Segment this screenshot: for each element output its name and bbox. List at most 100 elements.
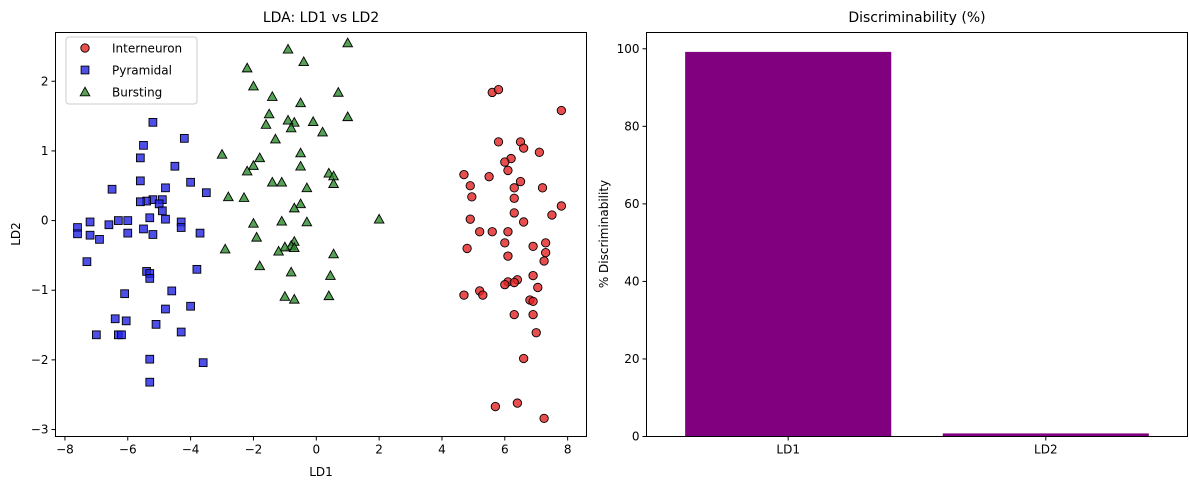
bar-x-ticks: LD1 LD2 bbox=[776, 436, 1058, 457]
bursting-point bbox=[238, 191, 250, 202]
bursting-point bbox=[269, 133, 282, 144]
pyramidal-point bbox=[186, 177, 195, 187]
bursting-point bbox=[282, 114, 294, 125]
pyramidal-point bbox=[198, 358, 208, 368]
pyramidal-point bbox=[120, 289, 129, 299]
series-pyramidal bbox=[73, 118, 211, 387]
bursting-point bbox=[279, 241, 291, 252]
pyramidal-point bbox=[95, 235, 104, 244]
interneuron-point bbox=[500, 238, 510, 248]
x-tick-label: 4 bbox=[438, 443, 446, 457]
scatter-panel: LDA: LD1 vs LD2 −8 −6 −4 −2 0 2 4 6 8 −3−2−1012 … bbox=[9, 10, 587, 479]
bursting-point bbox=[219, 243, 231, 254]
bursting-point bbox=[216, 148, 228, 159]
pyramidal-point bbox=[145, 354, 155, 364]
bursting-point bbox=[276, 215, 288, 226]
bursting-point bbox=[342, 37, 354, 48]
interneuron-point bbox=[503, 251, 513, 261]
interneuron-point bbox=[465, 181, 475, 191]
bursting-point bbox=[247, 159, 260, 170]
bursting-point bbox=[332, 86, 344, 97]
legend-pyramidal-label: Pyramidal bbox=[112, 64, 172, 78]
y-tick-label: −2 bbox=[31, 353, 49, 367]
interneuron-point bbox=[467, 192, 477, 202]
pyramidal-point bbox=[135, 153, 145, 163]
bursting-point bbox=[328, 177, 340, 188]
legend-bursting-label: Bursting bbox=[112, 86, 162, 100]
pyramidal-point bbox=[176, 327, 186, 337]
pyramidal-point bbox=[135, 176, 145, 186]
interneuron-point bbox=[539, 256, 549, 266]
pyramidal-point bbox=[192, 264, 202, 274]
bar-ld1 bbox=[685, 51, 892, 437]
x-tick-label: LD2 bbox=[1034, 443, 1058, 457]
interneuron-point bbox=[462, 243, 472, 254]
scatter-plot-frame bbox=[55, 32, 587, 437]
interneuron-point bbox=[490, 401, 501, 412]
pyramidal-point bbox=[148, 118, 158, 127]
legend-items: Interneuron Pyramidal Bursting bbox=[79, 42, 182, 100]
series-interneuron bbox=[459, 84, 567, 424]
pyramidal-point bbox=[145, 377, 155, 387]
interneuron-point bbox=[500, 280, 510, 290]
pyramidal-point bbox=[85, 230, 95, 240]
bursting-point bbox=[285, 122, 297, 133]
bursting-point bbox=[295, 97, 307, 108]
series-bursting bbox=[216, 37, 385, 304]
interneuron-point bbox=[503, 227, 513, 237]
x-tick-label: −4 bbox=[182, 443, 200, 457]
interneuron-point bbox=[531, 328, 541, 338]
y-tick-label: 20 bbox=[624, 352, 639, 366]
bursting-point bbox=[317, 126, 329, 137]
pyramidal-point bbox=[85, 217, 95, 227]
interneuron-point bbox=[541, 247, 551, 258]
pyramidal-point bbox=[82, 257, 92, 267]
bursting-point bbox=[254, 260, 266, 271]
y-tick-label: 40 bbox=[624, 274, 639, 288]
interneuron-point bbox=[519, 217, 529, 227]
y-tick-label: 60 bbox=[624, 197, 639, 211]
interneuron-point bbox=[509, 183, 519, 193]
interneuron-point bbox=[503, 165, 513, 176]
pyramidal-point bbox=[145, 213, 155, 223]
interneuron-point bbox=[475, 227, 485, 237]
pyramidal-point bbox=[107, 184, 117, 194]
interneuron-point bbox=[493, 137, 504, 147]
bursting-point bbox=[323, 290, 335, 301]
y-tick-label: 80 bbox=[624, 119, 639, 133]
bursting-point bbox=[301, 182, 313, 193]
interneuron-point bbox=[534, 147, 545, 157]
scatter-legend: Interneuron Pyramidal Bursting bbox=[65, 36, 198, 105]
bursting-point bbox=[251, 231, 263, 242]
pyramidal-point bbox=[170, 161, 180, 171]
bursting-point bbox=[342, 111, 354, 122]
pyramidal-point bbox=[123, 228, 133, 238]
bursting-point bbox=[328, 248, 340, 259]
pyramidal-point bbox=[195, 228, 205, 238]
scatter-points bbox=[73, 37, 567, 424]
bursting-point bbox=[373, 213, 385, 224]
scatter-y-ticks: −3 −2 −1 0 1 2 bbox=[31, 74, 56, 437]
pyramidal-point bbox=[121, 316, 131, 326]
interneuron-point bbox=[541, 238, 551, 248]
bursting-point bbox=[298, 56, 310, 67]
scatter-title: LDA: LD1 vs LD2 bbox=[263, 10, 379, 26]
bursting-point bbox=[295, 198, 307, 209]
interneuron-point bbox=[493, 84, 504, 95]
bursting-point bbox=[266, 176, 278, 187]
y-tick-label: 0 bbox=[41, 214, 49, 228]
pyramidal-point bbox=[157, 206, 167, 216]
interneuron-point bbox=[528, 296, 538, 307]
x-tick-label: −6 bbox=[119, 443, 137, 457]
pyramidal-point bbox=[73, 229, 82, 239]
x-tick-label: −2 bbox=[245, 443, 263, 457]
interneuron-point bbox=[519, 143, 529, 153]
bar-panel: Discriminability (%) LD1 LD2 0 20 40 60 80 100… bbox=[597, 10, 1188, 457]
bursting-point bbox=[266, 90, 278, 101]
legend-frame bbox=[65, 36, 198, 105]
bursting-point bbox=[295, 160, 307, 171]
x-tick-label: 0 bbox=[312, 443, 320, 457]
bursting-point bbox=[222, 191, 234, 202]
interneuron-point bbox=[537, 183, 548, 193]
